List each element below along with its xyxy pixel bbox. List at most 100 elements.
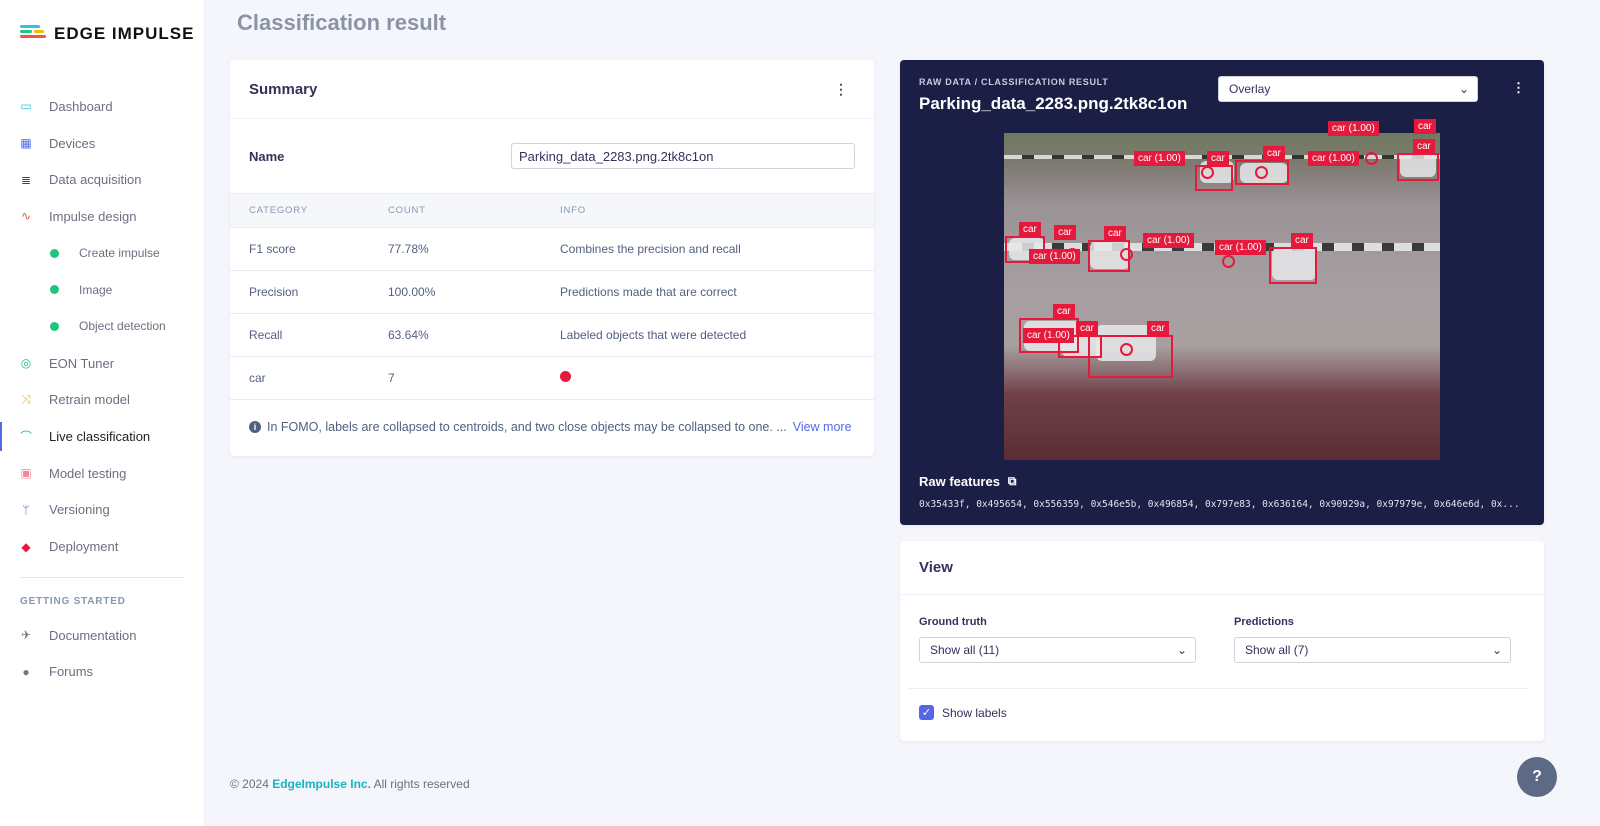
table-row: Recall 63.64% Labeled objects that were de…: [230, 313, 874, 357]
branch-icon: ᛘ: [22, 502, 30, 517]
sidebar-item-create-impulse[interactable]: Create impulse: [0, 235, 205, 272]
car-shape: [1400, 153, 1436, 177]
fomo-note: i In FOMO, labels are collapsed to centr…: [230, 400, 874, 454]
info-cell: Labeled objects that were detected: [560, 313, 874, 357]
sidebar-item-data-acquisition[interactable]: ≣ Data acquisition: [0, 161, 205, 198]
ground-truth-label: car: [1147, 321, 1169, 336]
view-more-link[interactable]: View more: [792, 419, 852, 434]
sidebar-item-label: Dashboard: [49, 98, 113, 114]
predictions-label: Predictions: [1234, 616, 1294, 628]
shuffle-icon: ⤨: [21, 392, 31, 407]
prediction-centroid-icon: [1120, 343, 1133, 356]
more-options-icon[interactable]: ⋮: [834, 80, 848, 97]
rights-text: All rights reserved: [373, 777, 470, 791]
sidebar-item-label: Impulse design: [49, 208, 137, 224]
sidebar-item-object-detection[interactable]: Object detection: [0, 308, 205, 345]
result-title: Parking_data_2283.png.2tk8c1on: [919, 94, 1188, 113]
info-cell: Predictions made that are correct: [560, 270, 874, 314]
car-shape: [1272, 248, 1316, 280]
sidebar-item-documentation[interactable]: ✈ Documentation: [0, 617, 205, 654]
show-labels-label: Show labels: [942, 705, 1007, 720]
company-link[interactable]: EdgeImpulse Inc.: [272, 777, 371, 791]
status-dot-icon: [50, 321, 59, 331]
name-label: Name: [249, 148, 285, 164]
more-options-icon[interactable]: ⋮: [1512, 80, 1525, 95]
predictions-value: Show all (7): [1245, 643, 1309, 657]
ground-truth-label: car: [1076, 321, 1098, 336]
show-labels-checkbox[interactable]: ✓: [919, 705, 934, 720]
cube-icon: ◆: [21, 539, 31, 554]
display-mode-select[interactable]: Overlay ⌄: [1218, 76, 1478, 102]
sidebar-item-forums[interactable]: ● Forums: [0, 654, 205, 691]
selected-mode: Overlay: [1229, 82, 1271, 96]
logo-icon: [20, 25, 46, 43]
live-icon: ⌒: [19, 430, 32, 445]
column-header: COUNT: [388, 194, 560, 228]
status-dot-icon: [50, 248, 59, 258]
sidebar-item-image[interactable]: Image: [0, 271, 205, 308]
sidebar-item-deployment[interactable]: ◆ Deployment: [0, 528, 205, 565]
status-dot-icon: [50, 285, 59, 295]
sidebar-item-retrain-model[interactable]: ⤨ Retrain model: [0, 382, 205, 419]
view-title: View: [919, 559, 953, 576]
raw-features-value: 0x35433f, 0x495654, 0x556359, 0x546e5b, …: [919, 499, 1520, 510]
edge-impulse-logo[interactable]: EDGE IMPULSE: [20, 24, 194, 44]
predictions-select[interactable]: Show all (7) ⌄: [1234, 637, 1511, 663]
sidebar-item-label: Forums: [49, 664, 94, 680]
ground-truth-label: car: [1414, 119, 1436, 134]
ground-truth-select[interactable]: Show all (11) ⌄: [919, 637, 1196, 663]
class-color-dot-icon: [560, 370, 571, 382]
sidebar-item-label: Live classification: [49, 429, 151, 445]
ground-truth-box: [1058, 335, 1102, 358]
prediction-label: car (1.00): [1134, 151, 1185, 166]
ground-truth-box: [1269, 247, 1317, 284]
info-icon: i: [249, 420, 261, 433]
ground-truth-label: car: [1019, 222, 1041, 237]
prediction-label: car (1.00): [1215, 240, 1266, 255]
sidebar-item-dashboard[interactable]: ▭ Dashboard: [0, 88, 205, 125]
help-button[interactable]: ?: [1517, 757, 1557, 797]
chevron-down-icon: ⌄: [1176, 643, 1187, 657]
count-cell: 100.00%: [388, 270, 560, 314]
sidebar-item-label: Deployment: [49, 539, 119, 555]
section-heading: GETTING STARTED: [20, 595, 126, 607]
brand-name: EDGE IMPULSE: [54, 24, 195, 43]
database-icon: ≣: [20, 172, 32, 187]
table-row: F1 score 77.78% Combines the precision and…: [230, 227, 874, 271]
sidebar-item-label: Retrain model: [49, 392, 130, 408]
prediction-label: car (1.00): [1328, 121, 1379, 136]
sidebar-item-label: Object detection: [79, 319, 166, 334]
footer: © 2024 EdgeImpulse Inc. All rights reser…: [230, 777, 470, 791]
prediction-label: car (1.00): [1143, 233, 1194, 248]
copy-icon[interactable]: ⧉: [1007, 474, 1017, 488]
column-header: CATEGORY: [230, 194, 388, 228]
sidebar-item-versioning[interactable]: ᛘ Versioning: [0, 492, 205, 529]
summary-card: Summary ⋮ Name CATEGORY COUNT INFO F1 sco…: [230, 60, 874, 456]
count-cell: 7: [388, 356, 560, 400]
monitor-icon: ▭: [20, 99, 32, 114]
ground-truth-label: car: [1263, 146, 1285, 161]
count-cell: 77.78%: [388, 227, 560, 271]
ground-truth-box: [1397, 153, 1439, 181]
table-row: Precision 100.00% Predictions made that ar…: [230, 270, 874, 314]
ground-truth-box: [1235, 160, 1289, 185]
sidebar-item-model-testing[interactable]: ▣ Model testing: [0, 455, 205, 492]
sidebar-item-devices[interactable]: ▦ Devices: [0, 125, 205, 162]
prediction-centroid-icon: [1365, 152, 1378, 165]
table-row: car 7: [230, 356, 874, 400]
clipboard-check-icon: ▣: [20, 466, 32, 481]
sidebar-item-eon-tuner[interactable]: ◎ EON Tuner: [0, 345, 205, 382]
divider: [20, 576, 185, 578]
prediction-centroid-icon: [1120, 248, 1133, 261]
prediction-label: car (1.00): [1308, 151, 1359, 166]
prediction-centroid-icon: [1222, 255, 1235, 268]
summary-title: Summary: [249, 80, 318, 98]
sidebar-item-live-classification[interactable]: ⌒ Live classification: [0, 418, 205, 455]
sidebar-item-label: EON Tuner: [49, 355, 115, 371]
question-icon: ?: [1532, 768, 1542, 785]
sidebar-item-impulse-design[interactable]: ∿ Impulse design: [0, 198, 205, 235]
prediction-label: car (1.00): [1023, 328, 1074, 343]
name-input[interactable]: [511, 143, 855, 169]
category-cell: Precision: [230, 270, 388, 314]
ground-truth-value: Show all (11): [930, 643, 1000, 657]
